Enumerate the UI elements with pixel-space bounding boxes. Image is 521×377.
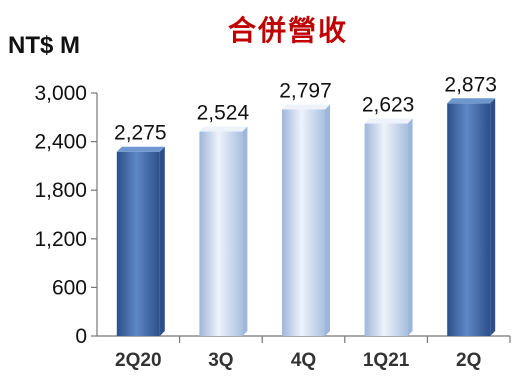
x-tick-label: 4Q: [291, 350, 316, 371]
bar-3Q: [199, 126, 248, 336]
unit-label: NT$ M: [8, 32, 80, 59]
bar-side: [159, 146, 165, 336]
y-tick-label: 1,800: [34, 179, 87, 202]
bar-front: [199, 131, 243, 336]
bar-2Q: [447, 98, 496, 336]
bar-top: [282, 104, 330, 110]
y-tick-label: 0: [75, 325, 87, 348]
data-label: 2,797: [279, 79, 332, 102]
chart-title: 合併營收: [228, 14, 348, 47]
bar-side: [490, 98, 496, 336]
bar-top: [364, 118, 413, 124]
x-axis: 2Q20 3Q 4Q 1Q21 2Q: [97, 335, 511, 371]
y-axis: 0 600 1,200 1,800 2,400 3,000: [34, 82, 98, 348]
y-tick-label: 3,000: [34, 82, 87, 105]
y-tick-label: 1,200: [34, 228, 87, 251]
x-tick-label: 1Q21: [363, 350, 410, 371]
bar-side: [325, 104, 330, 337]
y-tick-label: 2,400: [34, 131, 87, 154]
bar-1Q21: [364, 118, 413, 336]
bar-front: [116, 151, 160, 336]
bar-top: [447, 98, 496, 104]
data-label: 2,623: [362, 94, 415, 117]
x-tick-label: 3Q: [208, 350, 233, 371]
data-label: 2,524: [197, 102, 250, 125]
bar-side: [242, 126, 248, 336]
bar-top: [116, 146, 165, 152]
y-tick-label: 600: [52, 276, 87, 299]
bar-top: [199, 126, 248, 132]
data-label: 2,873: [444, 73, 497, 96]
bar-front: [364, 123, 408, 336]
x-tick-label: 2Q20: [115, 350, 161, 371]
bar-4Q: [282, 104, 330, 337]
bar-2Q20: [116, 146, 165, 336]
bar-front: [282, 109, 325, 337]
bar-front: [447, 103, 491, 336]
bars: [116, 98, 496, 337]
data-labels: 2,275 2,524 2,797 2,623 2,873: [114, 73, 497, 144]
x-tick-label: 2Q: [456, 350, 481, 371]
data-label: 2,275: [114, 122, 167, 145]
bar-side: [407, 118, 413, 336]
